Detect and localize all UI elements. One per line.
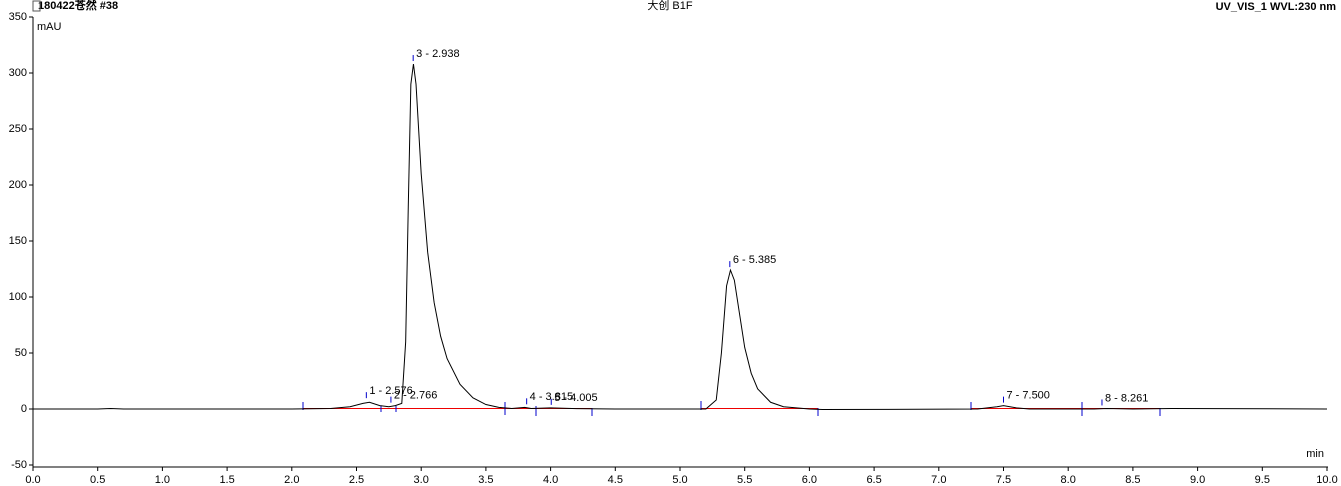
sample-name: 180422苍然 #38 (38, 0, 118, 12)
x-tick-label: 10.0 (1316, 474, 1337, 486)
peak-label: 3 - 2.938 (416, 48, 459, 60)
peak-delimiters (302, 401, 1161, 416)
y-tick-label: -50 (11, 459, 27, 471)
y-tick-label: 350 (9, 11, 27, 23)
y-axis-label: mAU (37, 21, 62, 33)
x-tick-label: 2.0 (284, 474, 299, 486)
x-tick-label: 5.5 (737, 474, 752, 486)
y-tick-label: 50 (15, 347, 27, 359)
peak-label: 8 - 8.261 (1105, 392, 1148, 404)
x-tick-label: 0.0 (25, 474, 40, 486)
chart-title: 大创 B1F (647, 0, 693, 12)
y-tick-label: 300 (9, 67, 27, 79)
y-tick-label: 0 (21, 403, 27, 415)
trace (33, 63, 1328, 411)
x-tick-label: 6.0 (802, 474, 817, 486)
x-tick-label: 1.0 (155, 474, 170, 486)
peak-label: 2 - 2.766 (394, 390, 437, 402)
x-tick-label: 8.5 (1125, 474, 1140, 486)
x-tick-label: 9.0 (1190, 474, 1205, 486)
x-tick-label: 3.5 (478, 474, 493, 486)
x-tick-label: 4.5 (608, 474, 623, 486)
x-axis-label: min (1306, 448, 1324, 460)
y-tick-label: 150 (9, 235, 27, 247)
detector-label: UV_VIS_1 WVL:230 nm (1216, 1, 1337, 13)
x-tick-label: 6.5 (866, 474, 881, 486)
y-tick-label: 250 (9, 123, 27, 135)
peak-label: 4 - 3.815 (530, 391, 573, 403)
peak-label: 7 - 7.500 (1007, 390, 1050, 402)
x-tick-label: 5.0 (672, 474, 687, 486)
y-tick-label: 100 (9, 291, 27, 303)
icon (32, 0, 41, 12)
x-tick-label: 8.0 (1061, 474, 1076, 486)
peak-label: 6 - 5.385 (733, 254, 776, 266)
x-tick-label: 0.5 (90, 474, 105, 486)
y-tick-label: 200 (9, 179, 27, 191)
x-tick-label: 4.0 (543, 474, 558, 486)
x-tick-label: 1.5 (219, 474, 234, 486)
x-tick-label: 3.0 (414, 474, 429, 486)
x-tick-label: 7.0 (931, 474, 946, 486)
x-tick-label: 7.5 (996, 474, 1011, 486)
x-tick-label: 9.5 (1255, 474, 1270, 486)
peak-label: 5 - 4.005 (554, 392, 597, 404)
peak-label: 1 - 2.576 (369, 385, 412, 397)
x-tick-label: 2.5 (349, 474, 364, 486)
